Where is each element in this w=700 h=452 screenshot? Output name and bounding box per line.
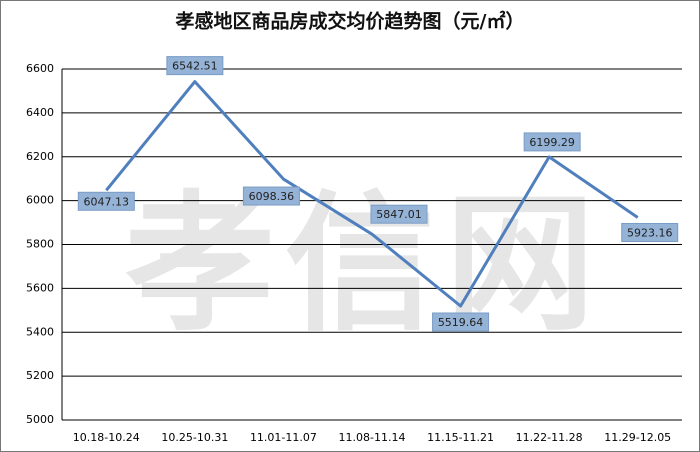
value-label-box	[77, 191, 135, 211]
x-tick-label: 11.22-11.28	[516, 431, 583, 444]
y-tick-label: 5600	[26, 281, 54, 294]
x-tick-label: 11.01-11.07	[250, 431, 317, 444]
value-label: 6542.51	[172, 60, 218, 73]
y-tick-label: 6200	[26, 150, 54, 163]
line	[105, 80, 639, 308]
value-label: 6098.36	[249, 190, 295, 203]
x-tick-label: 11.15-11.21	[427, 431, 494, 444]
value-label-box	[370, 204, 428, 224]
value-label: 5847.01	[376, 208, 422, 221]
x-tick-label: 11.29-12.05	[604, 431, 671, 444]
value-label-box	[523, 132, 581, 152]
value-label-box	[242, 186, 300, 206]
value-label-box	[621, 222, 679, 242]
y-tick-label: 5000	[26, 413, 54, 426]
x-tick-label: 11.08-11.14	[339, 431, 406, 444]
value-label: 5519.64	[438, 316, 484, 329]
y-tick-label: 6400	[26, 106, 54, 119]
value-label: 6199.29	[529, 136, 575, 149]
chart-title: 孝感地区商品房成交均价趋势图（元/㎡）	[176, 10, 525, 33]
value-label-box	[166, 56, 224, 76]
y-tick-label: 6600	[26, 62, 54, 75]
y-tick-label: 5200	[26, 369, 54, 382]
y-tick-label: 5400	[26, 325, 54, 338]
y-tick-label: 5800	[26, 238, 54, 251]
value-label: 6047.13	[84, 195, 130, 208]
x-tick-label: 10.18-10.24	[73, 431, 140, 444]
value-label-box	[432, 312, 490, 332]
watermark: 孝信网	[125, 178, 605, 352]
value-label: 5923.16	[627, 226, 673, 239]
y-tick-label: 6000	[26, 194, 54, 207]
x-tick-label: 10.25-10.31	[161, 431, 228, 444]
